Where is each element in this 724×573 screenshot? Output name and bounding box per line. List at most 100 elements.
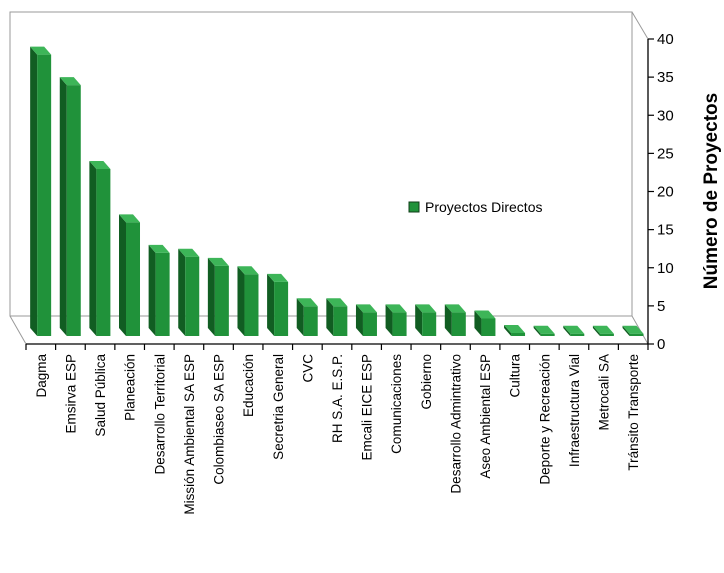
bar-side xyxy=(237,266,245,336)
y-tick-label: 10 xyxy=(657,260,674,277)
bar xyxy=(592,325,614,336)
bar-front xyxy=(274,281,289,336)
x-tick-label: Cultura xyxy=(508,354,523,398)
bar xyxy=(296,298,318,336)
y-tick-label: 0 xyxy=(657,336,665,353)
bar-front xyxy=(214,265,229,336)
x-tick-label: Deporte y Recreación xyxy=(537,354,552,485)
bar xyxy=(444,304,466,336)
bar xyxy=(148,244,170,336)
bar-side xyxy=(30,46,38,336)
bar-top xyxy=(385,304,407,313)
bar-top xyxy=(444,304,466,313)
bar xyxy=(178,248,200,336)
bar-side xyxy=(474,310,482,336)
x-tick-label: Desarrollo Admintrativo xyxy=(448,354,463,494)
x-tick-label: Aseo Ambiental ESP xyxy=(478,354,493,479)
x-tick-label: Secretria General xyxy=(271,354,286,460)
bar xyxy=(30,46,52,336)
bar-side xyxy=(296,298,304,336)
bar-side xyxy=(178,248,186,336)
bar xyxy=(237,266,259,336)
bar-side xyxy=(59,77,67,336)
y-axis: 0 5 10 15 20 25 30 35 40 xyxy=(647,31,674,353)
bar xyxy=(504,324,526,336)
x-tick-label: Colombiaseo SA ESP xyxy=(212,354,227,485)
bar-front xyxy=(422,312,437,336)
bar-front xyxy=(333,306,348,336)
bar-top xyxy=(592,325,614,334)
bar-top xyxy=(89,161,111,169)
x-tick-label: Educación xyxy=(241,354,256,417)
bar-top xyxy=(148,244,170,253)
bar-top xyxy=(59,77,81,86)
x-tick-label: Dagma xyxy=(34,354,49,398)
legend-swatch xyxy=(408,201,420,213)
bar-top xyxy=(504,324,526,333)
x-tick-label: Missión Ambiental SA ESP xyxy=(182,354,197,515)
y-tick-label: 15 xyxy=(657,222,674,239)
bar-top xyxy=(326,298,348,307)
bar-top xyxy=(563,325,585,334)
bar-front xyxy=(481,318,496,336)
bar-front xyxy=(629,333,644,336)
bar xyxy=(622,325,644,336)
bar-front xyxy=(599,333,614,336)
bar-side xyxy=(563,325,571,336)
bar xyxy=(267,273,289,336)
legend: Proyectos Directos xyxy=(408,199,542,215)
bar xyxy=(474,310,496,336)
bar-side xyxy=(119,214,127,336)
bar-top xyxy=(355,304,377,313)
bar-front xyxy=(244,274,259,336)
bar xyxy=(119,214,141,336)
bar-front xyxy=(451,312,466,336)
bar-top xyxy=(533,325,555,334)
x-tick-label: Metrocali SA xyxy=(597,354,612,431)
y-tick-label: 30 xyxy=(657,107,674,124)
bar-top xyxy=(622,325,644,334)
bar-front xyxy=(96,169,111,336)
y-axis-title: Número de Proyectos xyxy=(701,93,722,289)
bar-side xyxy=(415,304,423,336)
x-tick-label: Salud Pública xyxy=(93,354,108,437)
bar-top xyxy=(237,266,259,275)
bar-side xyxy=(504,324,512,336)
bar xyxy=(355,304,377,336)
bar-front xyxy=(303,306,318,336)
bar-front xyxy=(66,85,81,336)
x-axis: Dagma Emsirva ESP Salud Pública Planeación D… xyxy=(25,343,649,515)
bar xyxy=(326,298,348,336)
bar xyxy=(207,257,229,336)
bar xyxy=(533,325,555,336)
bar xyxy=(89,161,111,336)
x-tick-label: Tránsito Transporte xyxy=(626,354,641,471)
bar-front xyxy=(126,222,141,336)
bar xyxy=(385,304,407,336)
bar-top xyxy=(178,248,200,257)
bar-front xyxy=(570,333,585,336)
bar-side xyxy=(267,273,275,336)
y-tick-label: 35 xyxy=(657,69,674,86)
bar-front xyxy=(362,312,377,336)
x-tick-label: CVC xyxy=(300,354,315,383)
bar-side xyxy=(385,304,393,336)
x-tick-label: Comunicaciones xyxy=(389,354,404,454)
bar-top xyxy=(30,46,52,55)
bar-side xyxy=(533,325,541,336)
x-tick-label: RH S.A. E.S.P. xyxy=(330,354,345,443)
bar-top xyxy=(267,273,289,282)
y-tick-label: 20 xyxy=(657,184,674,201)
bar-front xyxy=(511,332,526,336)
bar-side xyxy=(355,304,363,336)
floor-left-edge xyxy=(9,315,27,345)
bar-top xyxy=(119,214,141,223)
bar-top xyxy=(296,298,318,307)
bar-top xyxy=(474,310,496,319)
bar-front xyxy=(37,54,52,336)
side-wall-top-edge xyxy=(631,11,649,40)
x-tick-label: Desarrollo Territorial xyxy=(152,354,167,475)
bar-side xyxy=(89,161,97,336)
x-tick-label: Gobierno xyxy=(419,354,434,410)
